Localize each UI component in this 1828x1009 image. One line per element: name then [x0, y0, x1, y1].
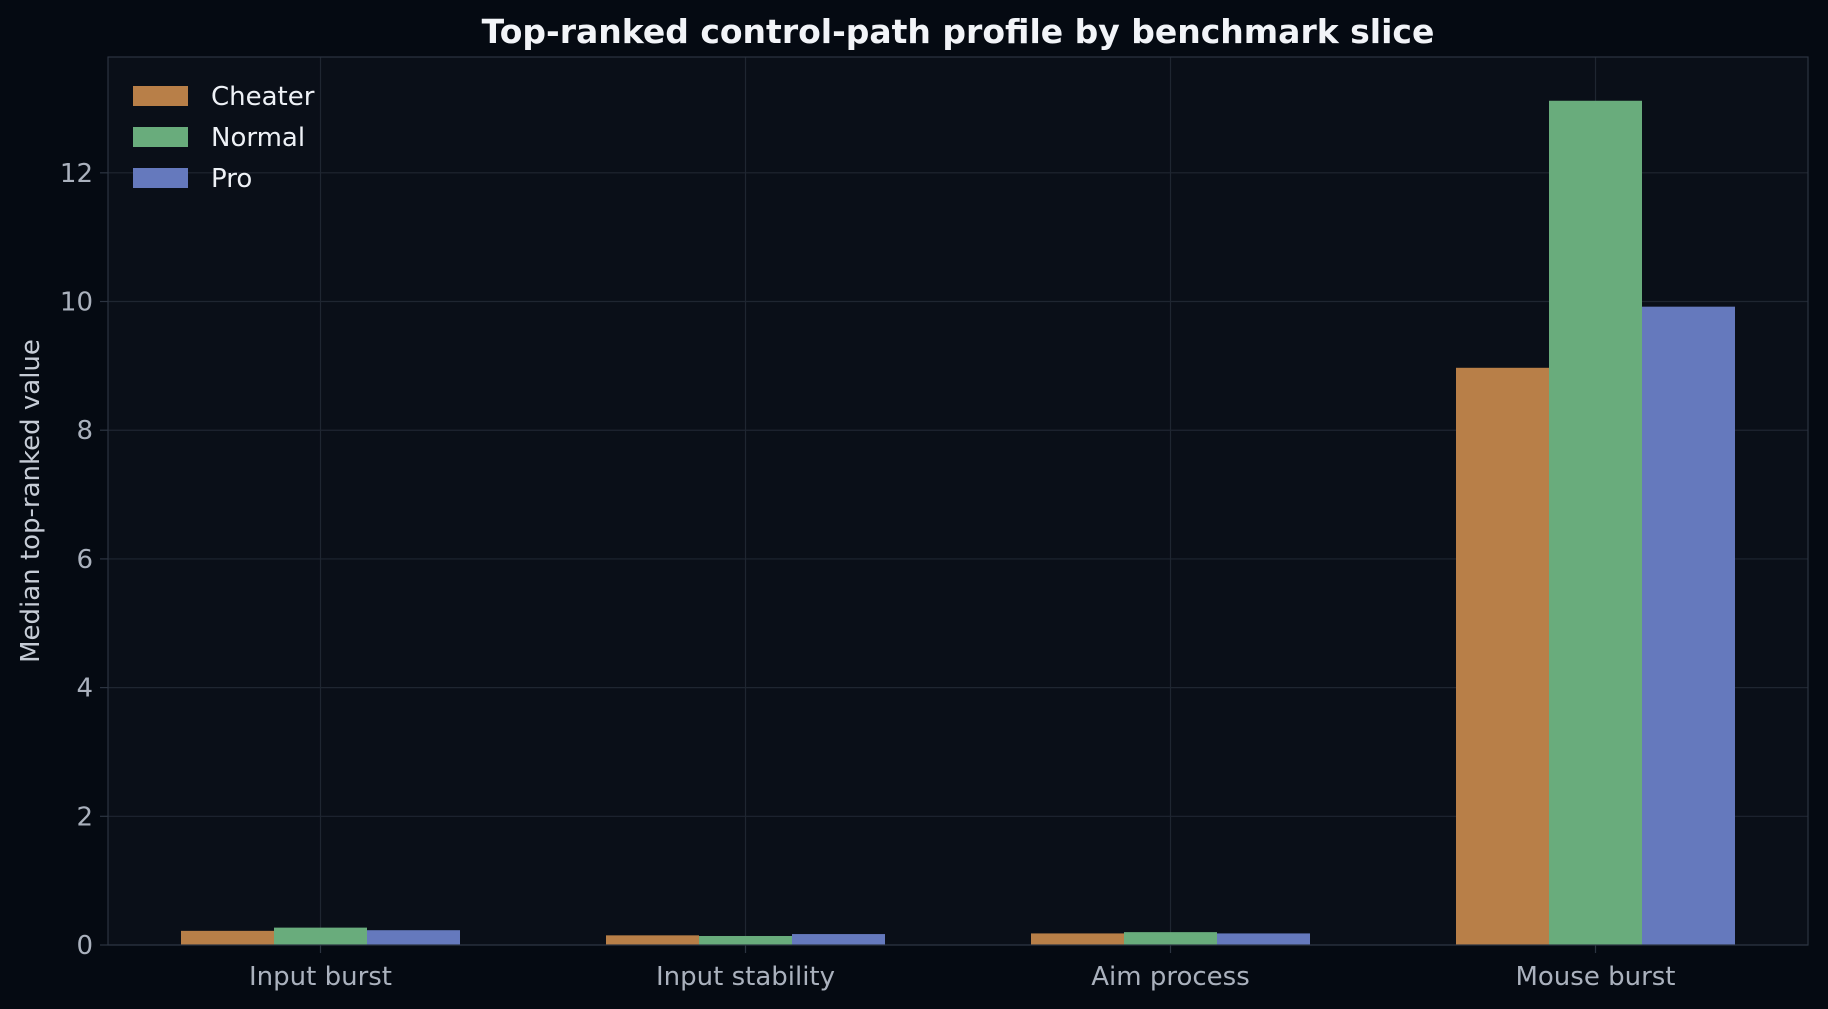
x-tick-label: Input burst	[249, 962, 392, 992]
bar-normal	[699, 935, 792, 945]
y-tick-label: 10	[60, 288, 93, 318]
x-tick-label: Aim process	[1091, 962, 1250, 992]
y-tick-label: 6	[76, 545, 93, 575]
legend-swatch-cheater	[133, 86, 188, 106]
legend: Cheater Normal Pro	[133, 82, 315, 194]
x-tick-label: Mouse burst	[1515, 962, 1675, 992]
legend-label-cheater: Cheater	[211, 82, 315, 112]
y-tick-label: 8	[76, 416, 93, 446]
legend-swatch-pro	[133, 168, 188, 188]
y-tick-label: 2	[76, 802, 93, 832]
chart-title: Top-ranked control-path profile by bench…	[482, 12, 1435, 51]
legend-swatch-normal	[133, 127, 188, 147]
y-tick-label: 0	[76, 931, 93, 961]
bar-pro	[1642, 306, 1735, 945]
bar-normal	[1124, 932, 1217, 945]
bars	[181, 100, 1735, 945]
bar-cheater	[1031, 933, 1124, 945]
bar-pro	[367, 930, 460, 945]
bar-pro	[1217, 933, 1310, 945]
y-tick-label: 4	[76, 674, 93, 704]
plot-frame	[107, 56, 1809, 946]
bar-cheater	[606, 935, 699, 945]
bar-pro	[792, 934, 885, 945]
y-axis-label: Median top-ranked value	[16, 339, 46, 663]
bar-normal	[1549, 100, 1642, 945]
y-tick-label: 12	[60, 159, 93, 189]
legend-label-normal: Normal	[211, 123, 305, 153]
bar-cheater	[1456, 367, 1549, 945]
axis-ticks: 0 2 4 6 8 10 12 Input burst Input stability Aim p…	[60, 159, 1676, 992]
x-tick-label: Input stability	[656, 962, 835, 992]
bar-cheater	[181, 930, 274, 945]
legend-label-pro: Pro	[211, 164, 252, 194]
bar-normal	[274, 927, 367, 945]
